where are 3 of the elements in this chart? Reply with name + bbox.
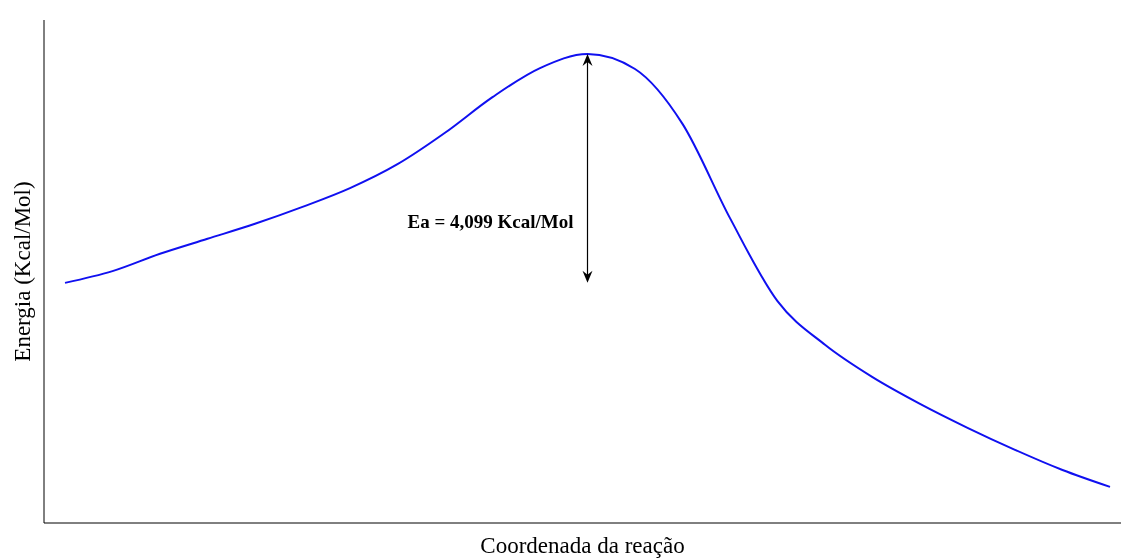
x-axis-title: Coordenada da reação	[480, 533, 685, 558]
y-axis-title: Energia (Kcal/Mol)	[10, 181, 35, 362]
annotation: Ea = 4,099 Kcal/Mol	[407, 211, 574, 232]
